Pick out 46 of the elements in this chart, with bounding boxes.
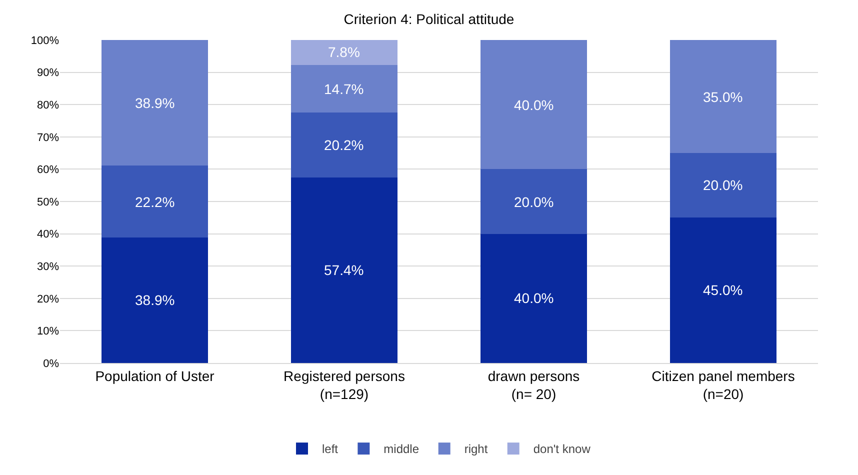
legend-label: don't know [533, 442, 591, 456]
data-label: 14.7% [324, 81, 364, 97]
legend-label: middle [384, 442, 420, 456]
data-label: 38.9% [135, 292, 175, 308]
bar [102, 166, 208, 238]
data-label: 40.0% [514, 290, 554, 306]
y-tick-label: 60% [36, 164, 60, 176]
data-label: 22.2% [135, 194, 175, 210]
bar [670, 153, 776, 218]
legend-label: right [464, 442, 488, 456]
bar [480, 40, 587, 170]
x-tick-label: Population of Uster [95, 368, 215, 384]
bar [102, 237, 208, 363]
data-label: 20.0% [514, 194, 554, 210]
y-tick-label: 100% [30, 34, 60, 47]
x-tick-label: Registered persons (n=129) [284, 368, 405, 402]
bar [291, 178, 398, 363]
y-tick-label: 40% [36, 228, 60, 241]
data-label: 38.9% [135, 95, 175, 111]
x-tick-label: drawn persons (n= 20) [488, 368, 580, 402]
y-tick-label: 50% [36, 196, 60, 208]
data-label: 57.4% [324, 262, 364, 278]
bar [480, 169, 587, 234]
data-label: 35.0% [703, 89, 743, 105]
data-label: 20.0% [703, 177, 743, 193]
bar [670, 40, 776, 154]
y-tick-label: 0% [43, 358, 60, 370]
bar [291, 64, 398, 112]
data-label: 20.2% [324, 137, 364, 153]
bar [291, 40, 398, 65]
bar [480, 234, 587, 363]
bar [670, 218, 776, 363]
bar [291, 112, 398, 178]
x-tick-label: Citizen panel members (n=20) [652, 368, 795, 402]
legend-label: left [322, 442, 339, 456]
y-tick-label: 80% [36, 99, 60, 112]
bar [102, 40, 208, 166]
y-tick-label: 20% [36, 293, 60, 306]
data-label: 7.8% [328, 44, 360, 60]
data-label: 40.0% [514, 97, 554, 113]
data-label: 45.0% [703, 282, 743, 298]
y-tick-label: 90% [36, 67, 60, 80]
y-tick-label: 10% [36, 326, 60, 338]
y-tick-label: 30% [36, 260, 60, 273]
y-tick-label: 70% [36, 132, 60, 144]
chart-title: Criterion 4: Political attitude [344, 11, 514, 28]
